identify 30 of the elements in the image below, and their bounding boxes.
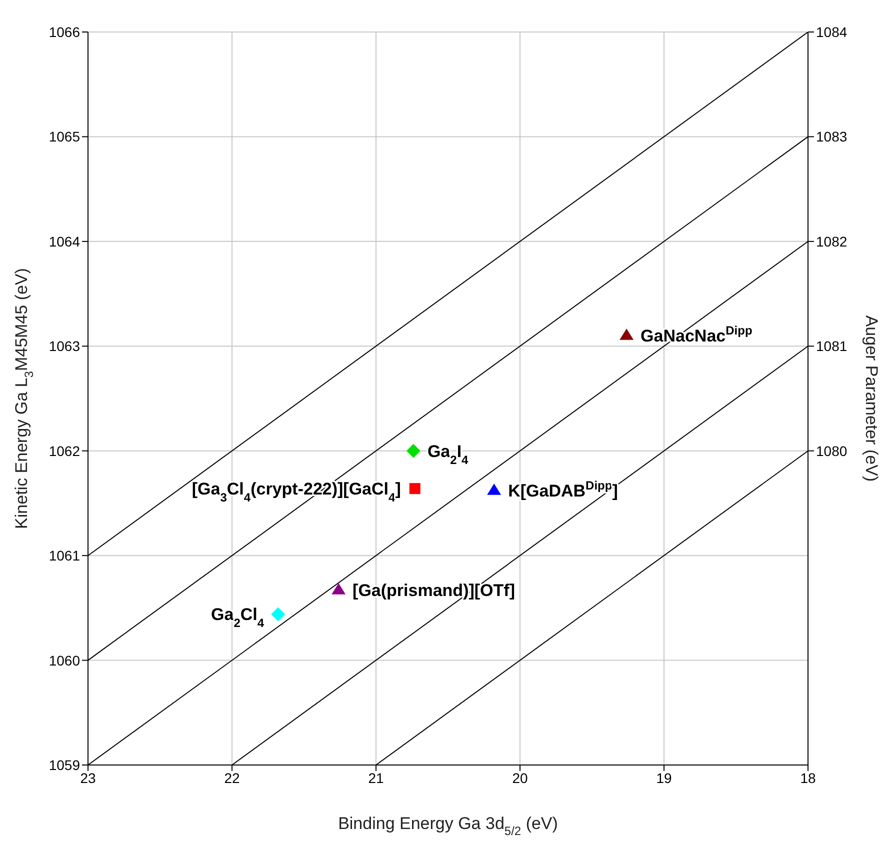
point	[406, 444, 420, 458]
y2-tick-label: 1080	[816, 442, 848, 459]
y2-tick-label: 1081	[816, 338, 848, 354]
y-tick-label: 1064	[48, 233, 80, 250]
y-tick-label: 1063	[48, 338, 80, 354]
point	[487, 484, 502, 495]
y-tick-label: 1060	[48, 652, 80, 668]
y2-axis-title: Auger Parameter (eV)	[862, 315, 881, 482]
y-tick-label: 1061	[48, 548, 80, 564]
y2-tick-label: 1083	[816, 128, 848, 145]
point	[620, 328, 634, 340]
series-label: Ga$_{2}$I$_{4}$	[427, 442, 469, 467]
y-tick-label: 1059	[48, 756, 80, 773]
y-tick-label: 1066	[48, 24, 80, 40]
y-tick-label: 1062	[48, 442, 80, 459]
point	[271, 607, 286, 622]
series-label: Ga$_{2}$Cl$_{4}$	[211, 605, 264, 630]
x-tick-label: 19	[656, 770, 672, 786]
y2-tick-label: 1084	[816, 24, 848, 40]
y2-tick-label: 1082	[816, 233, 848, 250]
x-tick-label: 18	[800, 770, 816, 786]
y-tick-label: 1065	[48, 128, 80, 145]
x-axis-title: Binding Energy Ga 3d$_{5/2}$ (eV)	[338, 814, 558, 838]
x-tick-label: 22	[224, 770, 240, 786]
x-tick-label: 20	[512, 770, 528, 786]
x-tick-label: 21	[368, 770, 384, 786]
series-label: K[GaDAB$^{Dipp}$]	[508, 478, 618, 501]
point	[409, 483, 420, 494]
x-tick-label: 23	[80, 770, 96, 786]
point	[332, 583, 346, 594]
